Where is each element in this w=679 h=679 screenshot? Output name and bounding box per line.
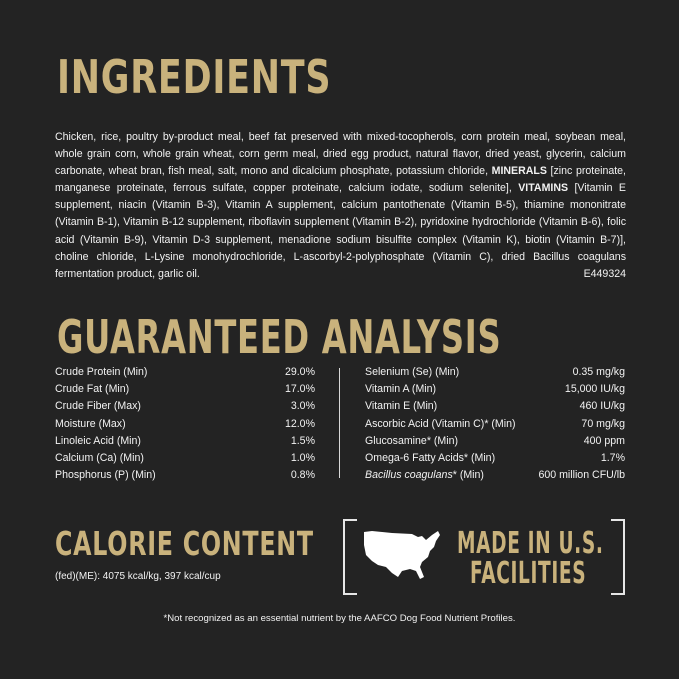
analysis-title: GUARANTEED ANALYSIS — [57, 310, 502, 364]
nutrient-value: 15,000 IU/kg — [564, 383, 625, 396]
nutrient-name-text: Omega-6 Fatty Acids* (Min) — [365, 451, 496, 464]
nutrient-name-text: Moisture (Max) — [55, 417, 126, 430]
ingredients-text: Chicken, rice, poultry by-product meal, … — [55, 129, 626, 283]
product-code: E449324 — [583, 267, 626, 280]
analysis-row: Vitamin E (Min) 460 IU/kg — [365, 398, 625, 415]
usa-map-icon — [364, 531, 440, 579]
nutrient-value: 0.8% — [290, 469, 315, 482]
nutrient-name: Crude Fat (Min) — [55, 381, 129, 398]
nutrient-value: 17.0% — [284, 383, 315, 396]
minerals-label: MINERALS — [491, 165, 547, 178]
analysis-row: Glucosamine* (Min) 400 ppm — [365, 433, 625, 450]
analysis-row: Selenium (Se) (Min) 0.35 mg/kg — [365, 364, 625, 381]
nutrient-name: Calcium (Ca) (Min) — [55, 450, 144, 467]
footnote: *Not recognized as an essential nutrient… — [163, 613, 516, 624]
analysis-row: Omega-6 Fatty Acids* (Min) 1.7% — [365, 450, 625, 467]
nutrient-name: Bacillus coagulans* (Min) — [365, 467, 484, 484]
nutrient-value: 600 million CFU/lb — [538, 469, 625, 482]
ingredients-text-part: [zinc proteinate, manganese proteinate, … — [55, 165, 627, 195]
nutrient-name: Phosphorus (P) (Min) — [55, 467, 156, 484]
nutrient-name: Selenium (Se) (Min) — [365, 364, 459, 381]
ingredients-title: INGREDIENTS — [57, 50, 332, 104]
nutrient-value: 1.5% — [290, 434, 315, 447]
analysis-right-column: Selenium (Se) (Min) 0.35 mg/kg Vitamin A (… — [365, 364, 625, 484]
analysis-row: Ascorbic Acid (Vitamin C)* (Min) 70 mg/kg — [365, 416, 625, 433]
analysis-row: Crude Fiber (Max) 3.0% — [55, 398, 315, 415]
nutrient-name: Crude Fiber (Max) — [55, 398, 141, 415]
calorie-title: CALORIE CONTENT — [55, 524, 314, 563]
analysis-row: Calcium (Ca) (Min) 1.0% — [55, 450, 315, 467]
nutrient-name: Crude Protein (Min) — [55, 364, 147, 381]
analysis-row: Crude Protein (Min) 29.0% — [55, 364, 315, 381]
calorie-text: (fed)(ME): 4075 kcal/kg, 397 kcal/cup — [55, 571, 221, 582]
nutrient-value: 12.0% — [284, 417, 315, 430]
nutrient-name-text: Vitamin E (Min) — [365, 400, 438, 413]
nutrient-name: Vitamin A (Min) — [365, 381, 436, 398]
nutrient-value: 70 mg/kg — [581, 417, 625, 430]
nutrient-value: 1.7% — [600, 451, 625, 464]
nutrient-name-text: Calcium (Ca) (Min) — [55, 451, 144, 464]
analysis-row: Bacillus coagulans* (Min) 600 million CFU… — [365, 467, 625, 484]
ingredients-text-part: Chicken, rice, poultry by-product meal, … — [55, 131, 626, 178]
nutrient-name-text: Crude Protein (Min) — [55, 366, 148, 378]
nutrient-name-text: Crude Fiber (Max) — [55, 400, 141, 413]
ingredients-text-part: [Vitamin E supplement, niacin (Vitamin B… — [55, 182, 626, 280]
nutrient-name: Glucosamine* (Min) — [365, 433, 458, 450]
nutrient-name: Moisture (Max) — [55, 416, 126, 433]
nutrient-value: 0.35 mg/kg — [572, 366, 625, 378]
made-in-us-line1: MADE IN U.S. — [457, 526, 604, 561]
nutrient-name-text: Ascorbic Acid (Vitamin C)* (Min) — [365, 417, 516, 430]
made-in-us-line2: FACILITIES — [470, 556, 587, 591]
nutrient-name: Vitamin E (Min) — [365, 398, 437, 415]
nutrient-value: 3.0% — [290, 400, 315, 413]
nutrient-value: 29.0% — [284, 366, 315, 378]
nutrient-name-text: Crude Fat (Min) — [55, 383, 130, 396]
nutrient-name-text: Glucosamine* (Min) — [365, 434, 459, 447]
analysis-row: Linoleic Acid (Min) 1.5% — [55, 433, 315, 450]
nutrient-name-text: Selenium (Se) (Min) — [365, 366, 460, 378]
nutrient-value: 460 IU/kg — [579, 400, 625, 413]
column-divider — [339, 368, 340, 478]
right-bracket — [611, 519, 625, 595]
nutrient-name-text: * (Min) — [452, 469, 484, 482]
nutrient-name: Ascorbic Acid (Vitamin C)* (Min) — [365, 416, 516, 433]
nutrient-name-text: Vitamin A (Min) — [365, 383, 437, 396]
vitamins-label: VITAMINS — [518, 182, 569, 195]
analysis-left-column: Crude Protein (Min) 29.0% Crude Fat (Min) 1… — [55, 364, 315, 484]
nutrient-value: 1.0% — [290, 451, 315, 464]
nutrient-name: Omega-6 Fatty Acids* (Min) — [365, 450, 495, 467]
nutrient-name-text: Linoleic Acid (Min) — [55, 434, 141, 447]
nutrient-name: Linoleic Acid (Min) — [55, 433, 141, 450]
nutrient-name-text: Phosphorus (P) (Min) — [55, 469, 156, 482]
analysis-row: Moisture (Max) 12.0% — [55, 416, 315, 433]
analysis-row: Crude Fat (Min) 17.0% — [55, 381, 315, 398]
analysis-row: Phosphorus (P) (Min) 0.8% — [55, 467, 315, 484]
left-bracket — [343, 519, 357, 595]
analysis-row: Vitamin A (Min) 15,000 IU/kg — [365, 381, 625, 398]
nutrient-value: 400 ppm — [583, 434, 625, 447]
nutrient-name-italic: Bacillus coagulans — [365, 469, 453, 482]
